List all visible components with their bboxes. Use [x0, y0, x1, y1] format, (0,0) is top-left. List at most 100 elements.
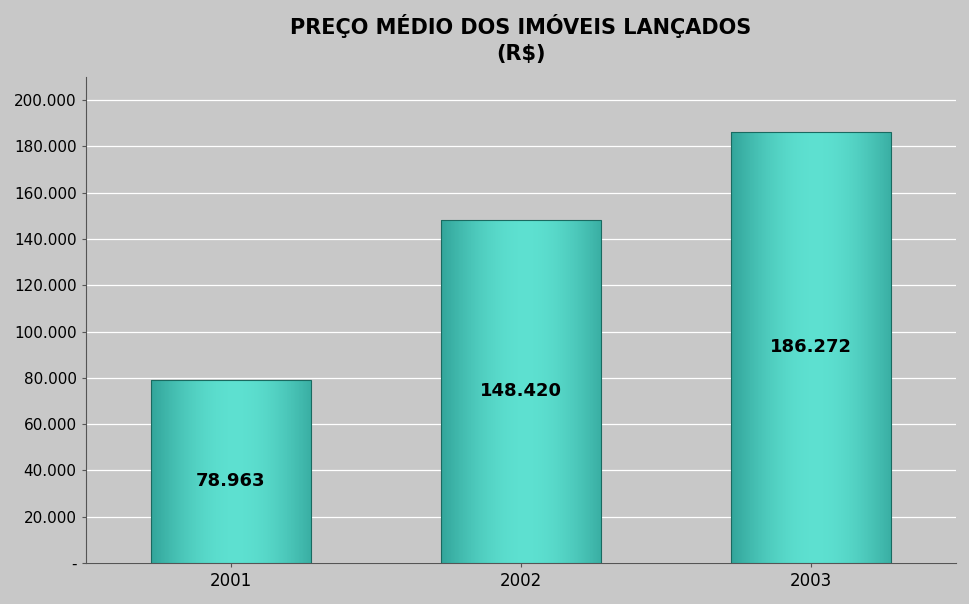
Bar	[554, 219, 555, 563]
Bar	[159, 381, 160, 563]
Bar	[889, 132, 890, 563]
Bar	[800, 132, 801, 563]
Bar	[572, 219, 573, 563]
Bar	[867, 132, 868, 563]
Bar	[181, 381, 182, 563]
Bar	[268, 381, 269, 563]
Bar	[890, 132, 891, 563]
Bar	[582, 219, 583, 563]
Bar	[817, 132, 818, 563]
Bar	[774, 132, 775, 563]
Bar	[175, 381, 176, 563]
Bar	[563, 219, 565, 563]
Bar	[514, 219, 515, 563]
Bar	[766, 132, 767, 563]
Bar	[285, 381, 286, 563]
Bar	[261, 381, 262, 563]
Bar	[886, 132, 887, 563]
Bar	[761, 132, 762, 563]
Bar	[577, 219, 578, 563]
Bar	[156, 381, 157, 563]
Bar	[872, 132, 873, 563]
Bar	[255, 381, 256, 563]
Bar	[540, 219, 541, 563]
Bar	[228, 381, 229, 563]
Bar	[444, 219, 445, 563]
Bar	[465, 219, 466, 563]
Bar	[162, 381, 163, 563]
Bar	[750, 132, 751, 563]
Bar	[734, 132, 735, 563]
Bar	[585, 219, 587, 563]
Bar	[272, 381, 273, 563]
Bar	[784, 132, 785, 563]
Bar	[495, 219, 497, 563]
Bar	[863, 132, 864, 563]
Bar	[735, 132, 736, 563]
Bar	[168, 381, 169, 563]
Bar	[205, 381, 206, 563]
Bar	[741, 132, 742, 563]
Bar	[508, 219, 509, 563]
Bar	[489, 219, 490, 563]
Bar	[855, 132, 856, 563]
Bar	[558, 219, 560, 563]
Bar	[787, 132, 788, 563]
Bar	[832, 132, 833, 563]
Bar	[594, 219, 596, 563]
Bar	[153, 381, 154, 563]
Bar	[503, 219, 504, 563]
Bar	[805, 132, 806, 563]
Bar	[248, 381, 249, 563]
Bar	[151, 381, 310, 563]
Bar	[258, 381, 259, 563]
Bar	[516, 219, 517, 563]
Bar	[557, 219, 558, 563]
Bar	[803, 132, 804, 563]
Bar	[481, 219, 482, 563]
Bar	[814, 132, 815, 563]
Bar	[282, 381, 283, 563]
Bar	[589, 219, 590, 563]
Bar	[520, 219, 521, 563]
Bar	[841, 132, 842, 563]
Bar	[514, 219, 516, 563]
Bar	[553, 219, 554, 563]
Bar	[512, 219, 513, 563]
Bar	[731, 132, 732, 563]
Bar	[738, 132, 739, 563]
Bar	[808, 132, 810, 563]
Bar	[558, 219, 559, 563]
Bar	[486, 219, 488, 563]
Bar	[827, 132, 828, 563]
Bar	[888, 132, 889, 563]
Bar	[500, 219, 502, 563]
Bar	[215, 381, 216, 563]
Bar	[207, 381, 208, 563]
Bar	[262, 381, 263, 563]
Bar	[849, 132, 850, 563]
Bar	[880, 132, 881, 563]
Bar	[268, 381, 269, 563]
Bar	[484, 219, 485, 563]
Bar	[777, 132, 778, 563]
Bar	[160, 381, 161, 563]
Bar	[298, 381, 299, 563]
Bar	[300, 381, 301, 563]
Bar	[301, 381, 302, 563]
Bar	[486, 219, 487, 563]
Bar	[191, 381, 192, 563]
Bar	[284, 381, 285, 563]
Bar	[881, 132, 882, 563]
Bar	[786, 132, 787, 563]
Bar	[876, 132, 877, 563]
Bar	[151, 381, 153, 563]
Bar	[762, 132, 763, 563]
Bar	[252, 381, 253, 563]
Bar	[243, 381, 244, 563]
Bar	[836, 132, 837, 563]
Bar	[227, 381, 228, 563]
Bar	[566, 219, 567, 563]
Bar	[840, 132, 842, 563]
Bar	[588, 219, 589, 563]
